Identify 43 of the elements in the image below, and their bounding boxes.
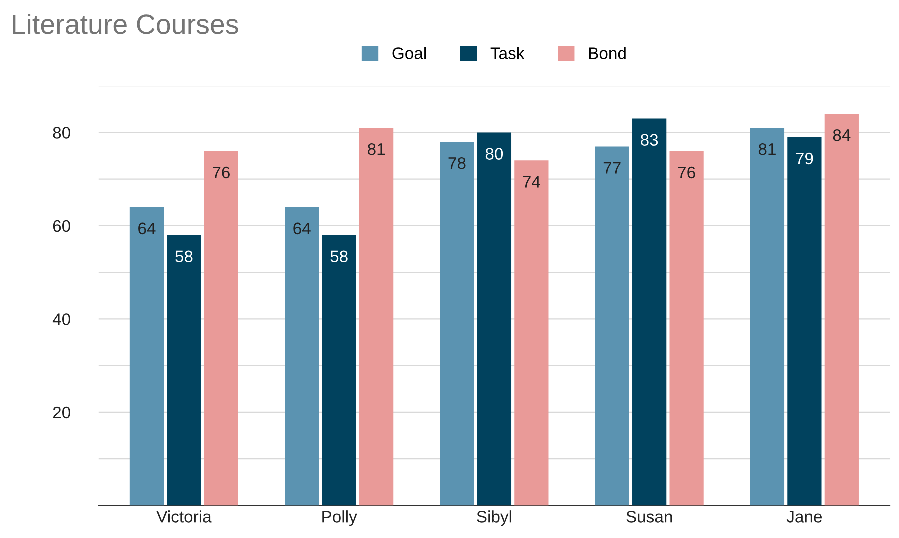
data-label: 83 (641, 134, 658, 146)
data-label: 58 (330, 250, 348, 263)
x-tick-label: Susan (626, 511, 672, 523)
data-label: 77 (604, 162, 621, 174)
bar (824, 114, 859, 506)
data-label: 58 (176, 250, 193, 263)
data-label: 76 (213, 166, 230, 179)
data-label: 80 (486, 148, 504, 160)
data-label: 64 (138, 222, 156, 235)
bar (670, 151, 704, 506)
chart-title: Literature Courses (13, 14, 238, 34)
x-tick-label: Polly (322, 510, 358, 526)
data-label: 74 (523, 176, 540, 188)
bar (514, 160, 549, 506)
bar (322, 235, 356, 506)
x-tick-label: Victoria (156, 510, 212, 523)
bar (788, 137, 822, 506)
bar (359, 128, 394, 506)
bar (167, 235, 202, 506)
bar (285, 207, 320, 506)
y-tick-label: 80 (53, 127, 70, 139)
data-label: 78 (448, 157, 466, 170)
bar (595, 146, 630, 506)
x-tick-label: Sibyl (477, 510, 512, 526)
data-label: 79 (796, 152, 814, 165)
y-tick-label: 60 (53, 220, 70, 232)
data-label: 81 (368, 144, 386, 156)
bar (477, 132, 512, 506)
x-tick-label: Jane (786, 511, 822, 523)
data-label: 84 (833, 130, 851, 142)
y-tick-label: 40 (52, 314, 70, 326)
y-tick-label: 20 (53, 406, 70, 419)
bar (632, 118, 667, 506)
bar (440, 142, 474, 506)
bar (750, 128, 785, 506)
legend-label: Goal (392, 47, 426, 60)
data-label: 64 (294, 222, 311, 235)
data-label: 76 (678, 166, 696, 179)
legend-label: Bond (589, 47, 626, 60)
bar (130, 207, 164, 506)
bar (204, 151, 238, 506)
data-label: 81 (758, 144, 776, 156)
legend-label: Task (490, 47, 525, 60)
